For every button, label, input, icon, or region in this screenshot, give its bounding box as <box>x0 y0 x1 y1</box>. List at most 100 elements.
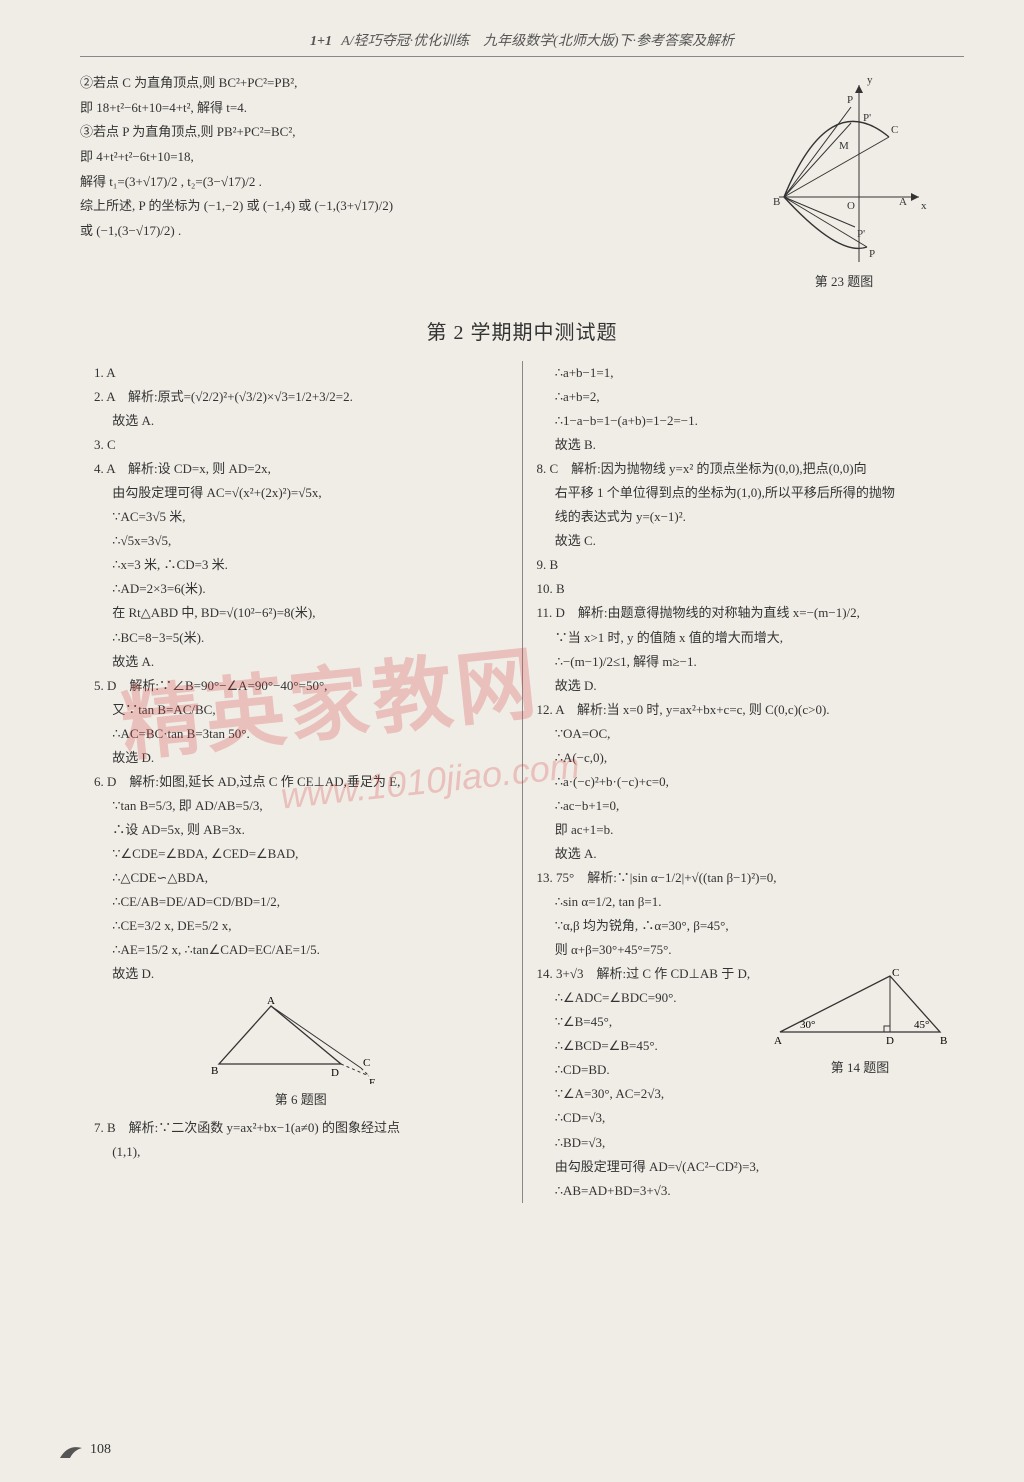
svg-text:B: B <box>940 1035 947 1047</box>
text-line: 综上所述, P 的坐标为 (−1,−2) 或 (−1,4) 或 (−1,(3+√… <box>80 194 694 219</box>
svg-text:45°: 45° <box>914 1019 929 1031</box>
svg-text:30°: 30° <box>800 1019 815 1031</box>
svg-text:A: A <box>267 995 275 1007</box>
answer-line: ∴A(−c,0), <box>537 746 951 770</box>
answer-line: ∴ac−b+1=0, <box>537 794 951 818</box>
answer-line: ∴a+b=2, <box>537 385 951 409</box>
answer-line: 8. C 解析:因为抛物线 y=x² 的顶点坐标为(0,0),把点(0,0)向 <box>537 457 951 481</box>
text-line: 即 4+t²+t²−6t+10=18, <box>80 145 694 170</box>
svg-text:B: B <box>211 1065 218 1077</box>
fig6-caption: 第 6 题图 <box>94 1088 508 1112</box>
fig23-caption: 第 23 题图 <box>724 271 964 290</box>
answer-line: 5. D 解析:∵∠B=90°−∠A=90°−40°=50°, <box>94 674 508 698</box>
svg-text:C: C <box>891 124 898 136</box>
answer-line: 即 ac+1=b. <box>537 818 951 842</box>
logo-badge: 1+1 <box>310 34 332 50</box>
fig6-svg: A B D C E <box>201 994 401 1084</box>
answer-line: ∴sin α=1/2, tan β=1. <box>537 890 951 914</box>
fig14-caption: 第 14 题图 <box>770 1056 950 1080</box>
answer-line: ∴设 AD=5x, 则 AB=3x. <box>94 818 508 842</box>
top-left-text: ②若点 C 为直角顶点,则 BC²+PC²=PB², 即 18+t²−6t+10… <box>80 71 694 290</box>
answer-line: 由勾股定理可得 AC=√(x²+(2x)²)=√5x, <box>94 481 508 505</box>
answer-line: ∴BD=√3, <box>537 1131 951 1155</box>
answer-line: ∴−(m−1)/2≤1, 解得 m≥−1. <box>537 650 951 674</box>
svg-text:E: E <box>369 1077 376 1084</box>
answer-line: 2. A 解析:原式=(√2/2)²+(√3/2)×√3=1/2+3/2=2. <box>94 385 508 409</box>
svg-text:x: x <box>921 200 927 212</box>
svg-text:P': P' <box>863 112 871 124</box>
page-header: 1+1 A/轻巧夺冠·优化训练 九年级数学(北师大版)下·参考答案及解析 <box>80 30 964 57</box>
svg-text:C: C <box>892 967 899 979</box>
figure-23: y x O A B C P P' M P' P 第 23 题图 <box>724 71 964 290</box>
svg-text:D: D <box>331 1067 339 1079</box>
answer-line: ∵AC=3√5 米, <box>94 505 508 529</box>
answer-line: ∴BC=8−3=5(米). <box>94 626 508 650</box>
answer-line: ∵tan B=5/3, 即 AD/AB=5/3, <box>94 794 508 818</box>
answer-line: ∴AB=AD+BD=3+√3. <box>537 1179 951 1203</box>
answer-line: 9. B <box>537 553 951 577</box>
svg-text:A: A <box>899 196 907 208</box>
answer-line: ∴AE=15/2 x, ∴tan∠CAD=EC/AE=1/5. <box>94 938 508 962</box>
figure-6: A B D C E 第 6 题图 <box>94 994 508 1112</box>
answer-line: 故选 D. <box>94 962 508 986</box>
answer-line: 又∵tan B=AC/BC, <box>94 698 508 722</box>
top-section: ②若点 C 为直角顶点,则 BC²+PC²=PB², 即 18+t²−6t+10… <box>80 71 964 290</box>
answer-line: ∵∠A=30°, AC=2√3, <box>537 1082 951 1106</box>
answer-line: 3. C <box>94 433 508 457</box>
right-column: ∴a+b−1=1, ∴a+b=2, ∴1−a−b=1−(a+b)=1−2=−1.… <box>523 361 965 1203</box>
answer-line: 7. B 解析:∵二次函数 y=ax²+bx−1(a≠0) 的图象经过点 <box>94 1116 508 1140</box>
answer-line: ∴AD=2×3=6(米). <box>94 577 508 601</box>
answer-line: 在 Rt△ABD 中, BD=√(10²−6²)=8(米), <box>94 601 508 625</box>
svg-text:B: B <box>773 196 780 208</box>
svg-text:P: P <box>847 94 853 106</box>
svg-text:P: P <box>869 248 875 260</box>
figure-14: A D B C 30° 45° 第 14 题图 <box>770 962 950 1080</box>
svg-text:M: M <box>839 140 849 152</box>
answer-line: 12. A 解析:当 x=0 时, y=ax²+bx+c=c, 则 C(0,c)… <box>537 698 951 722</box>
answer-line: 4. A 解析:设 CD=x, 则 AD=2x, <box>94 457 508 481</box>
svg-text:A: A <box>774 1035 782 1047</box>
answer-line: 则 α+β=30°+45°=75°. <box>537 938 951 962</box>
section-title: 第 2 学期期中测试题 <box>80 316 964 345</box>
answer-line: ∴△CDE∽△BDA, <box>94 866 508 890</box>
text-line: 解得 t₁=(3+√17)/2 , t₂=(3−√17)/2 . <box>80 170 694 195</box>
text-line: ②若点 C 为直角顶点,则 BC²+PC²=PB², <box>80 71 694 96</box>
answer-line: ∴CE/AB=DE/AD=CD/BD=1/2, <box>94 890 508 914</box>
answer-line: 由勾股定理可得 AD=√(AC²−CD²)=3, <box>537 1155 951 1179</box>
answer-line: 10. B <box>537 577 951 601</box>
header-title: A/轻巧夺冠·优化训练 九年级数学(北师大版)下·参考答案及解析 <box>341 34 734 49</box>
text-line: 或 (−1,(3−√17)/2) . <box>80 219 694 244</box>
answer-line: 故选 C. <box>537 529 951 553</box>
text-line: 即 18+t²−6t+10=4+t², 解得 t=4. <box>80 96 694 121</box>
answer-line: ∵OA=OC, <box>537 722 951 746</box>
answer-line: ∴AC=BC·tan B=3tan 50°. <box>94 722 508 746</box>
answer-line: ∵α,β 均为锐角, ∴α=30°, β=45°, <box>537 914 951 938</box>
answer-line: ∴a·(−c)²+b·(−c)+c=0, <box>537 770 951 794</box>
left-column: 1. A 2. A 解析:原式=(√2/2)²+(√3/2)×√3=1/2+3/… <box>80 361 523 1203</box>
svg-text:O: O <box>847 200 855 212</box>
answer-line: 故选 A. <box>94 409 508 433</box>
answer-line: 故选 B. <box>537 433 951 457</box>
fig14-svg: A D B C 30° 45° <box>770 962 950 1052</box>
svg-text:C: C <box>363 1057 370 1069</box>
svg-text:P': P' <box>857 228 865 240</box>
answer-line: ∴CD=√3, <box>537 1106 951 1130</box>
answer-line: 右平移 1 个单位得到点的坐标为(1,0),所以平移后所得的抛物 <box>537 481 951 505</box>
answer-line: ∴CE=3/2 x, DE=5/2 x, <box>94 914 508 938</box>
answer-line: ∴x=3 米, ∴CD=3 米. <box>94 553 508 577</box>
answer-line: ∵∠CDE=∠BDA, ∠CED=∠BAD, <box>94 842 508 866</box>
answer-line: ∴a+b−1=1, <box>537 361 951 385</box>
fig23-svg: y x O A B C P P' M P' P <box>759 77 929 267</box>
svg-text:D: D <box>886 1035 894 1047</box>
two-columns: 1. A 2. A 解析:原式=(√2/2)²+(√3/2)×√3=1/2+3/… <box>80 361 964 1203</box>
answer-line: 线的表达式为 y=(x−1)². <box>537 505 951 529</box>
answer-line: ∴√5x=3√5, <box>94 529 508 553</box>
bird-icon <box>58 1440 86 1462</box>
answer-line: ∴1−a−b=1−(a+b)=1−2=−1. <box>537 409 951 433</box>
answer-line: 11. D 解析:由题意得抛物线的对称轴为直线 x=−(m−1)/2, <box>537 601 951 625</box>
answer-line: 故选 A. <box>537 842 951 866</box>
answer-line: (1,1), <box>94 1140 508 1164</box>
answer-line: ∵当 x>1 时, y 的值随 x 值的增大而增大, <box>537 626 951 650</box>
answer-line: 13. 75° 解析:∵|sin α−1/2|+√((tan β−1)²)=0, <box>537 866 951 890</box>
page-number: 108 <box>90 1442 111 1458</box>
